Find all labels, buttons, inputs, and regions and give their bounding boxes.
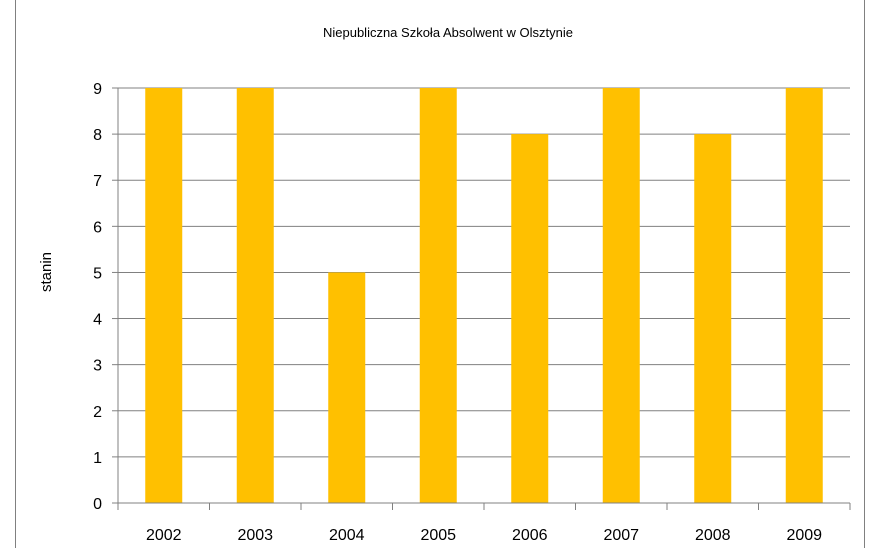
y-tick-label-5: 5 [93, 265, 102, 282]
y-tick-label-0: 0 [93, 496, 102, 513]
y-tick-label-9: 9 [93, 81, 102, 98]
bar-2009 [785, 88, 823, 503]
chart-title: Niepubliczna Szkoła Absolwent w Olsztyni… [323, 25, 573, 40]
x-tick-label-2002: 2002 [146, 527, 182, 544]
y-tick-label-7: 7 [93, 173, 102, 190]
gridlines [118, 87, 850, 458]
x-tick-label-2008: 2008 [695, 527, 731, 544]
bar-2008 [694, 134, 732, 503]
y-tick-label-8: 8 [93, 127, 102, 144]
x-tick-label-2006: 2006 [512, 527, 548, 544]
y-tick-label-6: 6 [93, 219, 102, 236]
y-tick-label-4: 4 [93, 312, 102, 329]
y-tick-labels: 0 1 2 3 4 5 6 7 8 9 [93, 81, 118, 513]
bar-2003 [236, 88, 274, 503]
x-tick-label-2005: 2005 [420, 527, 456, 544]
bar-2005 [419, 88, 457, 503]
x-tick-label-2009: 2009 [786, 527, 822, 544]
bars [145, 88, 823, 503]
bar-2006 [511, 134, 549, 503]
bar-2002 [145, 88, 183, 503]
x-tick-label-2007: 2007 [603, 527, 639, 544]
x-tick-label-2004: 2004 [329, 527, 365, 544]
x-tick-labels: 2002 2003 2004 2005 2006 2007 2008 2009 [117, 503, 851, 544]
y-tick-label-1: 1 [93, 450, 102, 467]
bar-2004 [328, 272, 366, 503]
y-axis-label: stanin [38, 252, 55, 292]
y-tick-label-2: 2 [93, 404, 102, 421]
x-tick-label-2003: 2003 [237, 527, 273, 544]
y-tick-label-3: 3 [93, 358, 102, 375]
bar-2007 [602, 88, 640, 503]
axes [117, 88, 850, 504]
